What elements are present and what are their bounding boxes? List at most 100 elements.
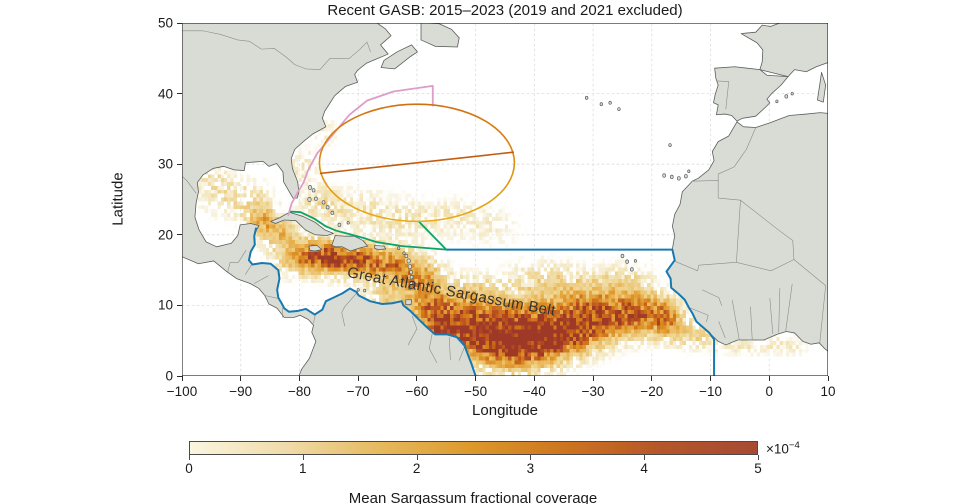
x-tick [475, 376, 477, 381]
island [618, 108, 621, 111]
country-border [820, 286, 826, 343]
y-axis-label: Latitude [109, 172, 127, 226]
island [410, 275, 413, 279]
landmass [375, 245, 386, 249]
island [308, 197, 312, 201]
landmass [667, 113, 828, 352]
island [634, 260, 636, 263]
colorbar-tick-label: 1 [299, 461, 307, 476]
island [409, 286, 411, 289]
y-tick-label: 30 [157, 156, 173, 172]
landmass [271, 212, 334, 235]
x-tick [768, 376, 770, 381]
landmass [406, 300, 412, 305]
y-tick [177, 93, 182, 95]
x-tick-label: −30 [581, 384, 605, 399]
island [363, 289, 365, 292]
y-tick [177, 234, 182, 236]
island [626, 260, 629, 264]
country-border [182, 31, 371, 70]
island [357, 288, 359, 291]
island [410, 270, 413, 274]
country-border [717, 81, 729, 109]
island [677, 177, 680, 181]
x-tick-label: −20 [640, 384, 664, 399]
colorbar-tick [644, 455, 646, 460]
country-border [794, 260, 826, 286]
country-border [674, 200, 740, 271]
sargasso-sea-ellipse [319, 104, 514, 221]
colorbar-tick [416, 455, 418, 460]
island [312, 189, 315, 193]
colorbar-tick [530, 455, 532, 460]
y-tick [177, 22, 182, 24]
y-tick-label: 40 [157, 86, 173, 102]
island [331, 211, 334, 215]
basemap-layer [182, 23, 828, 376]
x-tick-label: −60 [405, 384, 429, 399]
island [684, 174, 687, 178]
country-border [689, 308, 708, 322]
x-tick [710, 376, 712, 381]
country-border [314, 315, 316, 323]
gasb-boundary-west [249, 228, 476, 376]
x-tick [651, 376, 653, 381]
colorbar-tick [302, 455, 304, 460]
landmass [332, 236, 368, 252]
colorbar-tick-label: 4 [640, 461, 648, 476]
island [785, 95, 788, 99]
country-border [245, 265, 251, 274]
island [326, 206, 329, 210]
y-tick-label: 10 [157, 297, 173, 313]
country-border [718, 127, 756, 180]
country-border [228, 250, 246, 271]
island [609, 101, 612, 104]
island [314, 197, 317, 201]
landmass [817, 72, 825, 102]
country-border [265, 296, 278, 299]
country-border [182, 176, 196, 193]
island [398, 247, 400, 250]
x-tick-label: −90 [229, 384, 253, 399]
x-tick-label: −100 [166, 384, 198, 399]
colorbar-tick [189, 455, 190, 460]
y-tick-label: 0 [165, 368, 173, 384]
y-tick [177, 163, 182, 165]
x-tick-label: −50 [464, 384, 488, 399]
country-border [779, 288, 780, 332]
colorbar-tick-label: 3 [526, 461, 535, 476]
colorbar-tick-label: 0 [185, 461, 193, 476]
colorbar-multiplier: ×10−4 [766, 440, 800, 457]
country-border [786, 284, 792, 331]
colorbar-tick-label: 5 [754, 461, 762, 476]
country-border [770, 298, 773, 333]
gasb-boundary-east [446, 250, 714, 376]
island [408, 264, 412, 268]
island [600, 103, 603, 106]
island [322, 201, 325, 205]
x-tick [181, 376, 183, 381]
map-plot-area [182, 23, 828, 376]
x-tick [240, 376, 242, 381]
country-border [719, 322, 725, 338]
island [347, 221, 349, 224]
country-border [254, 276, 268, 284]
island [585, 96, 588, 99]
x-tick [416, 376, 418, 381]
country-border [342, 292, 358, 326]
island [776, 100, 778, 103]
x-tick-label: −40 [522, 384, 546, 399]
antilles-line [289, 212, 446, 250]
island [338, 223, 341, 227]
country-border [740, 200, 793, 259]
landmass [713, 67, 788, 121]
chart-title: Recent GASB: 2015–2023 (2019 and 2021 ex… [327, 2, 683, 19]
colorbar-title: Mean Sargassum fractional coverage [348, 490, 598, 504]
country-border [702, 290, 721, 306]
landmass [182, 23, 476, 376]
island [407, 259, 411, 263]
x-tick [592, 376, 594, 381]
x-tick-label: 0 [765, 384, 774, 399]
island [663, 174, 666, 178]
